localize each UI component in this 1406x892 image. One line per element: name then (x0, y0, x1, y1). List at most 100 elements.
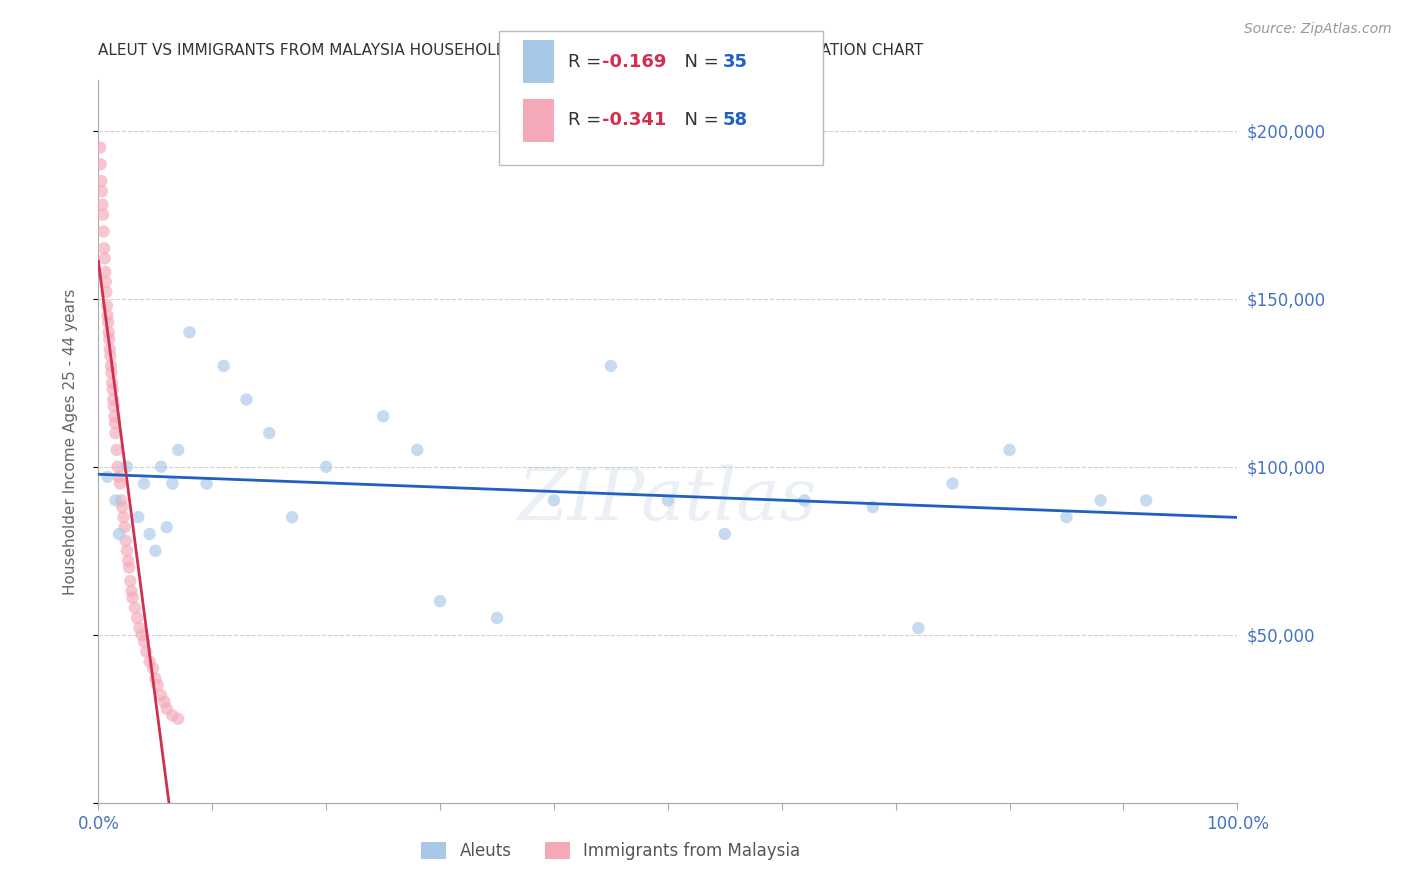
Point (115, 543, 138, 558)
Point (111, 500, 134, 514)
Point (156, 702, 179, 716)
Point (657, 493, 679, 508)
Point (942, 476, 965, 491)
Point (96, 309, 118, 323)
Point (862, 500, 884, 514)
Legend: Aleuts, Immigrants from Malaysia: Aleuts, Immigrants from Malaysia (415, 835, 807, 867)
Point (429, 594, 451, 608)
Point (98, 332, 121, 346)
Point (600, 359, 623, 373)
Point (907, 621, 929, 635)
Point (90, 157, 112, 171)
Point (714, 527, 737, 541)
Point (114, 520, 136, 534)
Point (104, 493, 127, 508)
Point (90, 174, 112, 188)
Text: -0.169: -0.169 (602, 53, 666, 70)
Point (93, 241, 115, 255)
Point (100, 366, 122, 380)
Point (127, 611, 149, 625)
Point (153, 695, 176, 709)
Point (100, 349, 122, 363)
Point (93, 252, 115, 266)
Point (138, 527, 160, 541)
Point (98, 342, 121, 356)
Point (281, 510, 304, 524)
Point (108, 470, 131, 484)
Point (138, 655, 160, 669)
Point (103, 409, 125, 424)
Point (486, 611, 509, 625)
Text: -0.341: -0.341 (602, 112, 666, 129)
Point (235, 392, 257, 407)
Text: 58: 58 (723, 112, 748, 129)
Point (162, 476, 184, 491)
Point (793, 493, 815, 508)
Text: ZIPatlas: ZIPatlas (517, 464, 818, 534)
Point (195, 476, 218, 491)
Text: ALEUT VS IMMIGRANTS FROM MALAYSIA HOUSEHOLDER INCOME AGES 25 - 44 YEARS CORRELAT: ALEUT VS IMMIGRANTS FROM MALAYSIA HOUSEH… (98, 44, 924, 58)
Point (145, 672, 167, 686)
Point (118, 560, 141, 574)
Point (114, 533, 136, 548)
Point (112, 510, 135, 524)
Point (104, 416, 127, 430)
Point (91, 197, 114, 211)
Point (146, 678, 169, 692)
Point (132, 634, 155, 648)
Point (107, 459, 129, 474)
Point (120, 574, 142, 588)
Point (1135, 493, 1157, 508)
Text: Source: ZipAtlas.com: Source: ZipAtlas.com (1244, 22, 1392, 37)
Point (150, 459, 173, 474)
Point (96, 298, 118, 312)
Point (93, 225, 115, 239)
Point (94, 275, 117, 289)
Point (115, 459, 138, 474)
Point (103, 392, 125, 407)
Point (131, 628, 153, 642)
Point (100, 359, 122, 373)
Point (371, 409, 394, 424)
Point (91, 208, 114, 222)
Y-axis label: Householder Income Ages 25 - 44 years: Householder Income Ages 25 - 44 years (63, 288, 77, 595)
Point (124, 600, 146, 615)
Point (127, 510, 149, 524)
Point (105, 442, 128, 457)
Point (1054, 510, 1078, 524)
Point (101, 383, 124, 397)
Point (406, 442, 429, 457)
Point (212, 359, 235, 373)
Point (103, 399, 125, 413)
Point (97, 315, 120, 329)
Text: R =: R = (568, 53, 607, 70)
Point (121, 591, 143, 605)
Point (156, 520, 179, 534)
Point (142, 661, 165, 675)
Text: N =: N = (673, 112, 725, 129)
Point (90, 184, 112, 198)
Point (104, 426, 127, 441)
Point (145, 543, 167, 558)
Point (167, 712, 190, 726)
Text: N =: N = (673, 53, 725, 70)
Point (96, 285, 118, 299)
Point (117, 554, 139, 568)
Point (94, 265, 117, 279)
Point (162, 708, 184, 723)
Point (132, 476, 155, 491)
Text: 35: 35 (723, 53, 748, 70)
Point (108, 527, 131, 541)
Point (259, 426, 281, 441)
Point (135, 644, 157, 658)
Point (128, 621, 150, 635)
Point (97, 326, 120, 340)
Text: R =: R = (568, 112, 607, 129)
Point (179, 326, 201, 340)
Point (167, 442, 190, 457)
Point (315, 459, 337, 474)
Point (543, 493, 565, 508)
Point (110, 493, 132, 508)
Point (96, 470, 118, 484)
Point (89, 140, 111, 154)
